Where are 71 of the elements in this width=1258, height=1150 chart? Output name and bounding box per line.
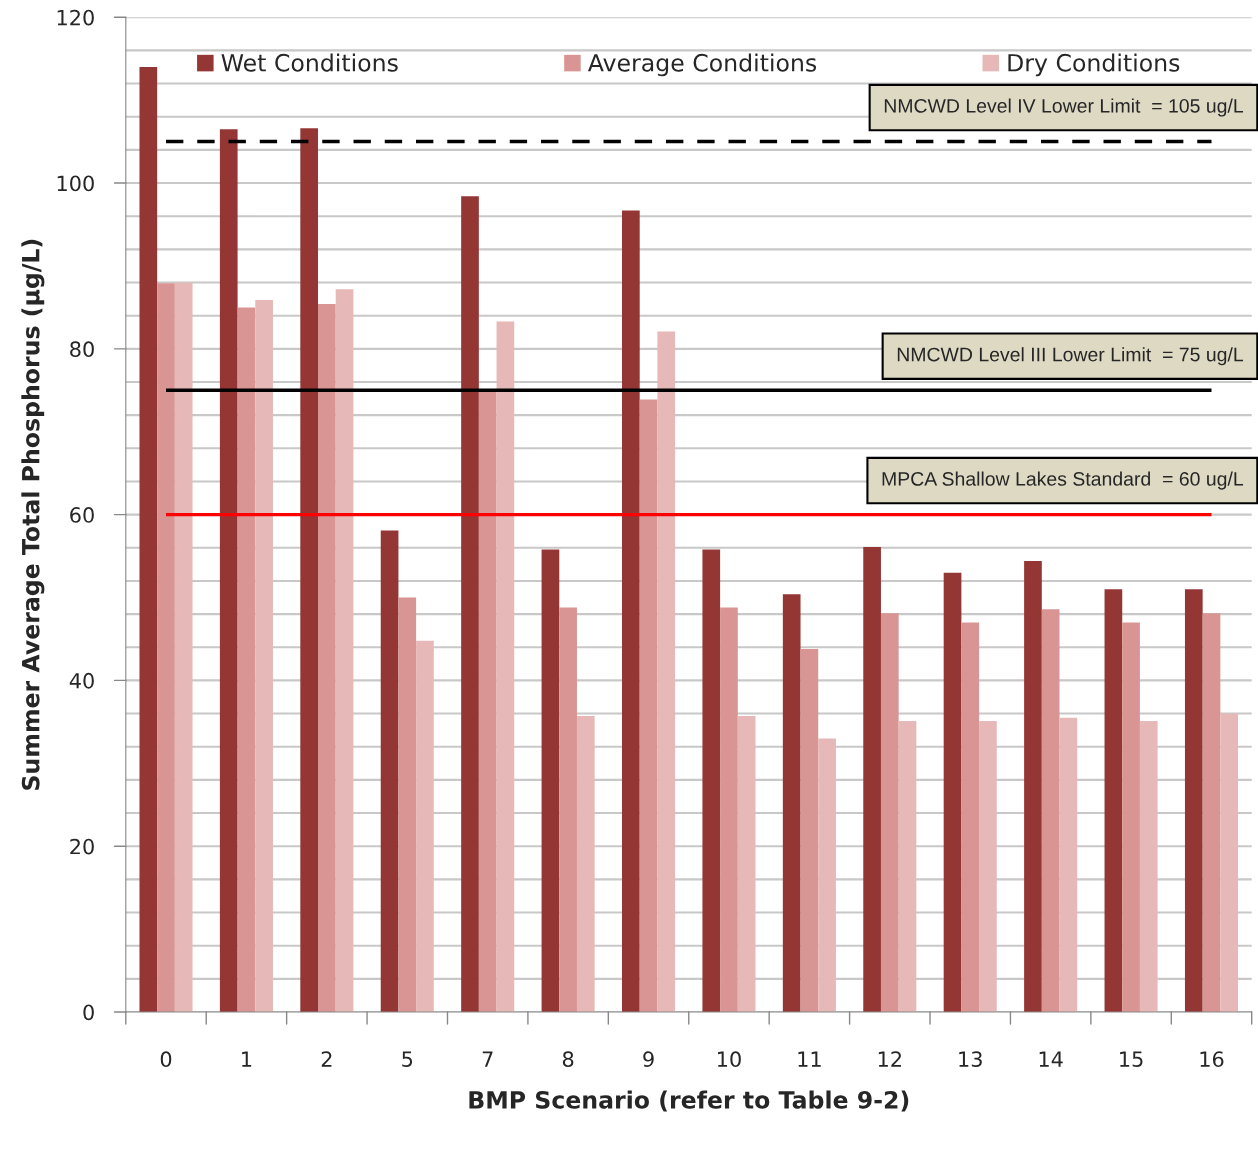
- y-tick-label: 120: [57, 9, 94, 26]
- bar: [139, 66, 158, 1012]
- y-tick-label: 0: [83, 1004, 94, 1021]
- x-tick-label: 5: [402, 1051, 413, 1068]
- x-tick-label: 0: [160, 1051, 172, 1068]
- x-tick-label: 1: [242, 1051, 252, 1067]
- bar: [961, 622, 980, 1012]
- ref-line-label: NMCWD Level III Lower Limit = 75 ug/L: [897, 347, 1244, 366]
- bar: [1041, 609, 1060, 1012]
- y-tick-label: 20: [70, 838, 94, 855]
- bar: [237, 307, 256, 1012]
- x-tick-label: 11: [798, 1051, 821, 1067]
- bar: [1139, 721, 1158, 1012]
- bar: [720, 607, 738, 1012]
- bar: [255, 299, 273, 1012]
- x-tick-label: 7: [482, 1051, 493, 1067]
- bar: [478, 390, 497, 1012]
- bar: [782, 594, 801, 1012]
- bar: [622, 210, 640, 1012]
- x-tick-label: 12: [878, 1051, 901, 1067]
- bar: [702, 549, 721, 1012]
- bar: [1104, 589, 1123, 1012]
- bar: [657, 331, 676, 1012]
- bar: [1184, 589, 1203, 1012]
- bar: [461, 196, 479, 1012]
- bar: [398, 597, 417, 1012]
- bar: [880, 613, 899, 1012]
- ref-line-label: NMCWD Level IV Lower Limit = 105 ug/L: [884, 98, 1244, 117]
- legend-label: Wet Conditions: [221, 53, 398, 72]
- bar: [559, 607, 577, 1012]
- y-tick-label: 40: [69, 672, 94, 689]
- bar: [1024, 561, 1042, 1012]
- bar: [416, 640, 434, 1012]
- x-tick-label: 9: [643, 1051, 654, 1068]
- x-tick-label: 10: [718, 1051, 741, 1068]
- legend-label: Dry Conditions: [1008, 53, 1180, 77]
- bar: [1202, 613, 1221, 1012]
- y-axis-title: Summer Average Total Phosphorus (µg/L): [21, 239, 45, 790]
- bar: [1122, 622, 1140, 1012]
- bar: [1220, 713, 1239, 1012]
- x-tick-label: 13: [959, 1051, 982, 1068]
- bar: [219, 129, 238, 1012]
- bar: [335, 289, 354, 1012]
- bar: [898, 721, 917, 1012]
- bar: [157, 283, 175, 1012]
- y-tick-label: 100: [57, 175, 94, 192]
- bar: [979, 721, 997, 1012]
- x-tick-label: 16: [1200, 1051, 1224, 1068]
- y-tick-label: 80: [70, 341, 94, 358]
- bar: [737, 716, 756, 1012]
- bar: [174, 282, 193, 1012]
- ref-line-label: MPCA Shallow Lakes Standard = 60 ug/L: [882, 471, 1244, 490]
- bar: [576, 716, 595, 1012]
- x-tick-label: 8: [562, 1051, 574, 1068]
- bar: [800, 648, 819, 1012]
- bar: [818, 738, 836, 1012]
- bar: [300, 128, 319, 1012]
- x-axis-title: BMP Scenario (refer to Table 9-2): [469, 1090, 909, 1112]
- x-tick-label: 14: [1039, 1051, 1063, 1067]
- y-tick-label: 60: [70, 507, 94, 523]
- bar: [1059, 717, 1078, 1012]
- bar: [541, 549, 560, 1012]
- bar: [496, 321, 515, 1012]
- legend-label: Average Conditions: [587, 53, 817, 77]
- bar: [863, 546, 881, 1012]
- bar: [380, 530, 399, 1012]
- bar: [639, 399, 658, 1012]
- bar: [318, 304, 336, 1012]
- bar: [943, 572, 962, 1012]
- x-tick-label: 15: [1120, 1051, 1143, 1068]
- x-tick-label: 2: [321, 1051, 332, 1067]
